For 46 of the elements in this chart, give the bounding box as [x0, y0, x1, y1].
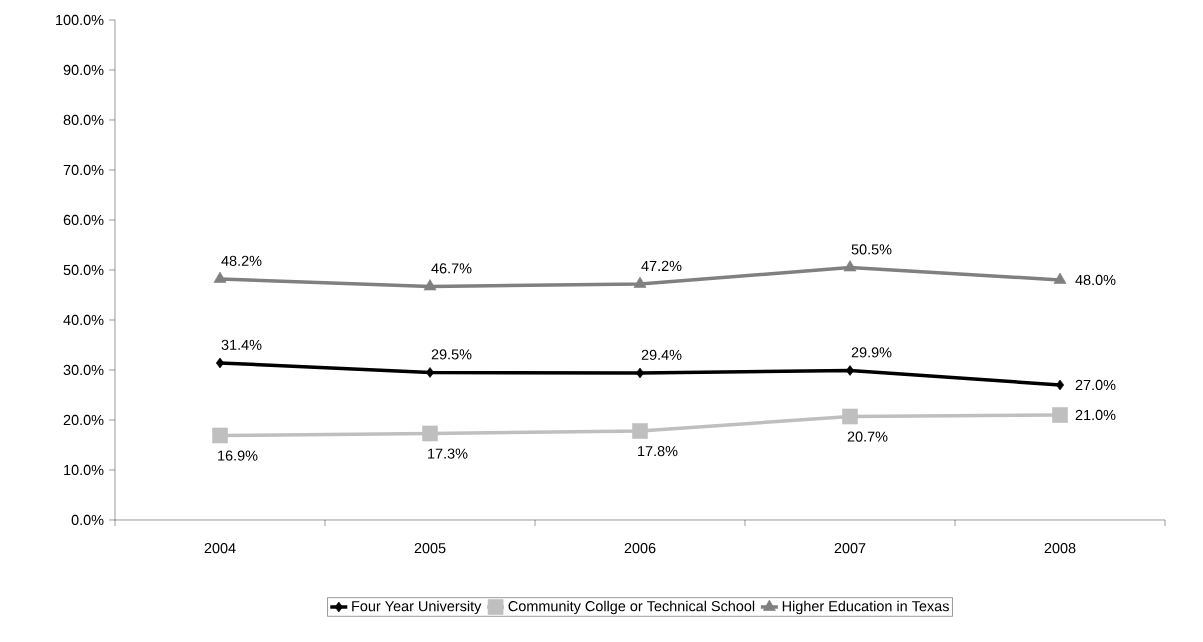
- data-label: 17.3%: [428, 448, 468, 459]
- data-label: 17.8%: [638, 445, 678, 457]
- y-tick-label: 10.0%: [64, 464, 104, 476]
- data-label: 31.4%: [221, 339, 262, 350]
- x-tick-label: 2008: [1044, 542, 1076, 554]
- point: [422, 425, 438, 442]
- y-tick-label: 60.0%: [63, 214, 104, 226]
- y-tick-label: 40.0%: [63, 314, 104, 326]
- x-tick-label: 2006: [624, 542, 656, 554]
- data-label: 21.0%: [1075, 409, 1116, 421]
- data-label: 29.5%: [431, 349, 472, 360]
- point: [842, 408, 858, 425]
- x-tick-label: 2007: [834, 542, 866, 554]
- data-label: 29.9%: [851, 347, 892, 358]
- point: [213, 271, 227, 283]
- point: [843, 260, 857, 272]
- data-label: 16.9%: [218, 450, 258, 461]
- y-tick-label: 30.0%: [63, 364, 104, 376]
- legend-label: Four Year University: [352, 600, 482, 615]
- x-tick-label: 2005: [414, 542, 446, 554]
- point: [632, 423, 648, 439]
- point: [1055, 379, 1065, 391]
- legend-label: Higher Education in Texas: [782, 600, 949, 615]
- data-label: 50.5%: [851, 244, 892, 255]
- y-tick-label: 100.0%: [56, 14, 104, 26]
- y-tick-label: 20.0%: [63, 414, 104, 426]
- data-label: 29.4%: [641, 349, 682, 360]
- data-label: 20.7%: [847, 431, 888, 442]
- y-tick-label: 80.0%: [63, 114, 104, 126]
- point: [423, 279, 437, 291]
- legend-label: Community Collge or Technical School: [508, 600, 755, 615]
- y-tick-label: 70.0%: [63, 164, 104, 176]
- data-label: 47.2%: [641, 260, 682, 271]
- point: [1053, 272, 1067, 284]
- data-label: 27.0%: [1075, 379, 1116, 391]
- point: [1052, 407, 1068, 423]
- point: [212, 427, 228, 444]
- y-tick-label: 50.0%: [63, 264, 104, 276]
- y-tick-label: 90.0%: [63, 64, 104, 76]
- data-label: 48.2%: [221, 255, 262, 266]
- point: [215, 357, 225, 369]
- y-tick-label: 0.0%: [71, 514, 104, 526]
- data-label: 48.0%: [1075, 274, 1116, 286]
- data-label: 46.7%: [431, 263, 472, 274]
- x-tick-label: 2004: [204, 542, 236, 554]
- point: [633, 276, 647, 288]
